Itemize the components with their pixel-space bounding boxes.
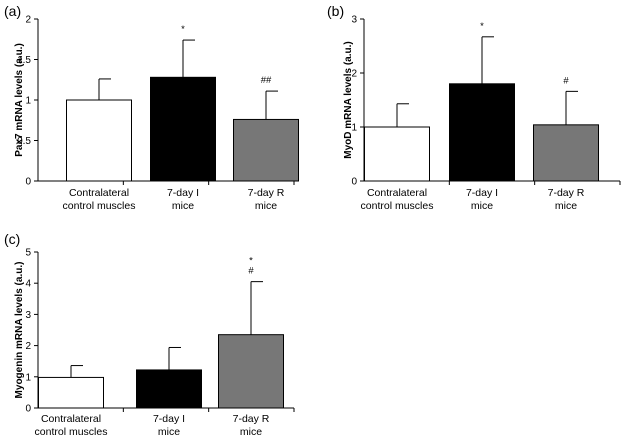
y-axis-label: Pax7 mRNA levels (a.u.) [14, 43, 25, 157]
category-label: 7-day R [233, 413, 270, 425]
bar [364, 126, 430, 182]
category-label: Contralateral [41, 413, 101, 425]
panel-label: (b) [327, 3, 344, 19]
chart-panel-2: (b) 0 1 2 3 MyoD mRNA levels (a.u.) Contralate… [327, 3, 621, 212]
significance-marker: * [480, 21, 484, 32]
category-label: mice [255, 200, 277, 212]
bar [136, 369, 202, 409]
significance-marker: * [249, 256, 253, 267]
panel-label: (c) [4, 231, 20, 247]
category-label: mice [172, 200, 194, 212]
significance-marker: # [563, 75, 569, 86]
y-tick-label: 0 [25, 404, 31, 415]
y-tick-label: 0 [25, 177, 31, 188]
significance-marker: # [248, 266, 254, 277]
y-tick-label: 0.5 [17, 136, 31, 147]
bar [218, 334, 284, 409]
bar [150, 76, 216, 182]
y-tick-label: 1 [25, 96, 31, 107]
y-tick-label: 1 [25, 372, 31, 383]
chart-panel-1: (a) 0 0.5 1 1.5 2 Pax7 mRNA levels (a.u.) Contr… [4, 3, 299, 212]
category-label: Contralateral [69, 187, 129, 199]
category-label: Contralateral [367, 187, 427, 199]
bar [66, 99, 132, 182]
category-label: mice [240, 426, 262, 438]
category-label: 7-day I [153, 413, 185, 425]
category-label: 7-day R [248, 187, 285, 199]
y-tick-label: 3 [25, 310, 31, 321]
y-tick-label: 2 [25, 341, 31, 352]
significance-marker: ## [261, 75, 272, 86]
y-tick-label: 4 [25, 279, 31, 290]
y-tick-label: 2 [25, 15, 31, 26]
panel-label: (a) [4, 3, 21, 19]
y-tick-label: 1.5 [17, 55, 31, 66]
category-label: mice [555, 200, 577, 212]
y-tick-label: 5 [25, 248, 31, 259]
significance-marker: * [181, 24, 185, 35]
category-label: 7-day R [548, 187, 585, 199]
y-tick-label: 3 [351, 15, 357, 26]
bar [533, 124, 599, 182]
y-axis-label: Myogenin mRNA levels (a.u.) [14, 262, 25, 399]
category-label: 7-day I [167, 187, 199, 199]
y-tick-label: 0 [351, 177, 357, 188]
category-label: control muscles [63, 200, 136, 212]
bar [233, 118, 299, 182]
y-tick-label: 2 [351, 69, 357, 80]
category-label: control muscles [35, 426, 108, 438]
y-axis-label: MyoD mRNA levels (a.u.) [343, 41, 354, 158]
category-label: 7-day I [466, 187, 498, 199]
bar [449, 83, 515, 182]
bar [38, 376, 104, 409]
y-tick-label: 1 [351, 123, 357, 134]
category-label: mice [158, 426, 180, 438]
category-label: control muscles [361, 200, 434, 212]
category-label: mice [471, 200, 493, 212]
